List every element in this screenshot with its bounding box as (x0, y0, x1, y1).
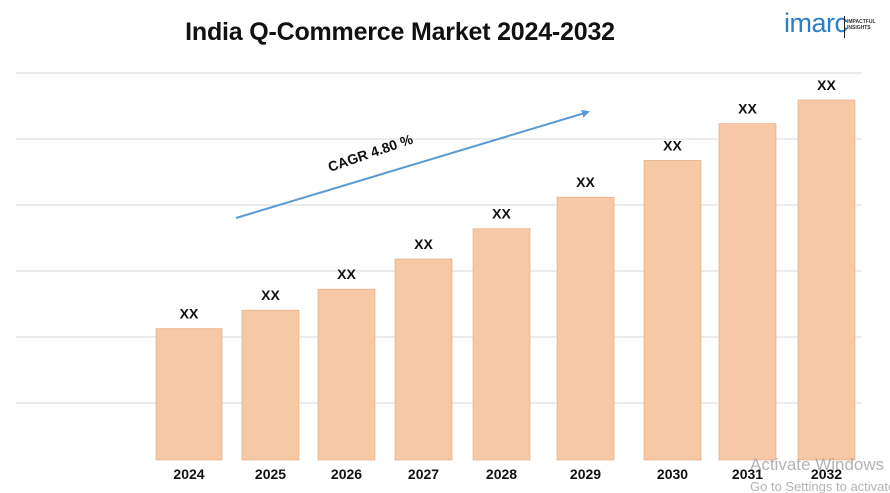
bar-value-label: XX (576, 174, 595, 190)
bars (155, 99, 856, 461)
x-axis-tick-labels: 2024 2025 2026 2027 2028 2029 2030 2031 2032 (173, 466, 842, 482)
x-tick-label: 2031 (732, 466, 763, 482)
chart-title: India Q-Commerce Market 2024-2032 (185, 18, 615, 46)
bar-value-label: XX (663, 137, 682, 153)
bar-value-label: XX (414, 236, 433, 252)
activate-windows-watermark: Activate Windows Go to Settings to activ… (750, 455, 890, 493)
bar-2029 (556, 196, 615, 461)
watermark-line1: Activate Windows (750, 455, 885, 474)
bar-2026 (317, 288, 376, 461)
bar-2030 (643, 160, 702, 461)
logo-tagline-line1: IMPACTFUL (847, 19, 876, 25)
bar-2024 (155, 328, 223, 461)
bar-2025 (241, 309, 300, 461)
x-tick-label: 2030 (657, 466, 688, 482)
imarc-logo: imarc IMPACTFUL INSIGHTS (782, 8, 882, 42)
bar-value-label: XX (817, 77, 836, 93)
watermark-line2: Go to Settings to activate Windows. (750, 479, 890, 493)
x-tick-label: 2026 (331, 466, 362, 482)
x-tick-label: 2028 (486, 466, 517, 482)
bar-value-labels: XX XX XX XX XX XX XX XX XX (180, 77, 837, 322)
logo-divider (844, 16, 845, 38)
bar-value-label: XX (738, 101, 757, 117)
bar-value-label: XX (180, 306, 199, 322)
bar-value-label: XX (337, 266, 356, 282)
x-tick-label: 2025 (255, 466, 286, 482)
logo-brand-text: imarc (784, 8, 848, 38)
logo-tagline-line2: INSIGHTS (847, 25, 871, 31)
x-tick-label: 2029 (570, 466, 601, 482)
bar-2027 (394, 258, 453, 461)
logo-tagline: IMPACTFUL INSIGHTS (847, 19, 887, 31)
x-tick-label: 2027 (408, 466, 439, 482)
x-tick-label: 2024 (173, 466, 204, 482)
bar-value-label: XX (492, 206, 511, 222)
bar-2032 (797, 99, 856, 461)
cagr-annotation: CAGR 4.80 % (235, 109, 590, 219)
cagr-arrow (235, 109, 590, 219)
bar-value-label: XX (261, 287, 280, 303)
x-tick-label: 2032 (811, 466, 842, 482)
bar-2031 (718, 123, 777, 461)
bar-2028 (472, 228, 531, 461)
